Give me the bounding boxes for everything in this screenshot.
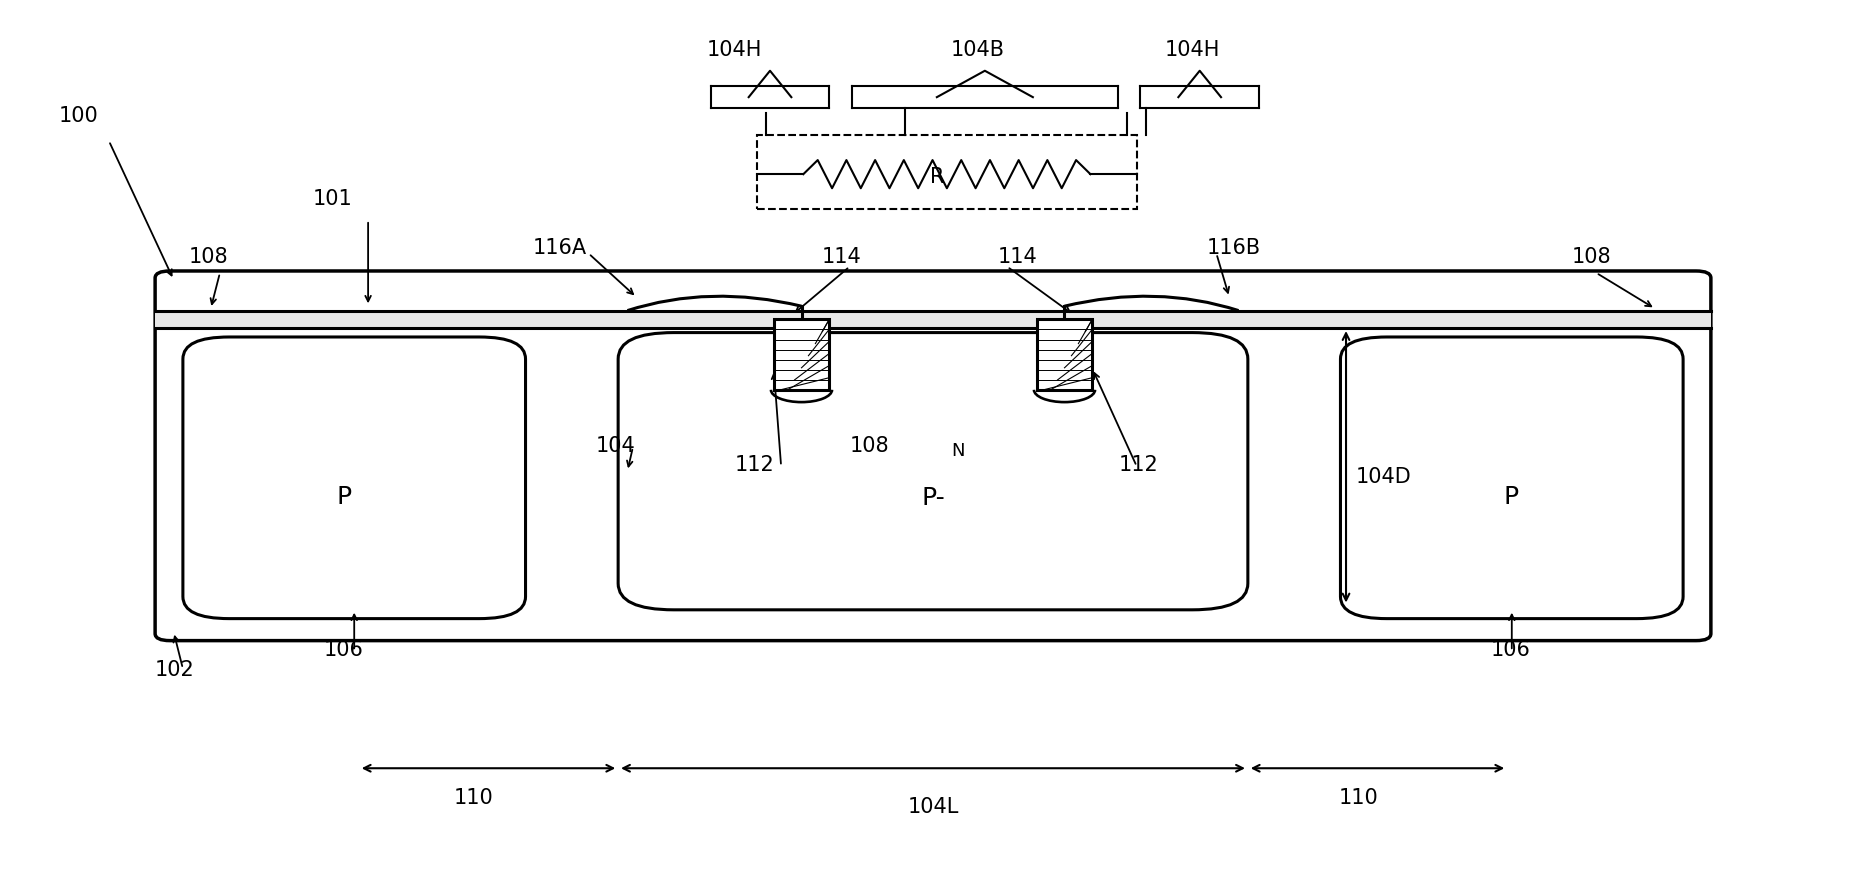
Text: 114: 114 bbox=[821, 247, 862, 266]
Text: R: R bbox=[929, 167, 944, 188]
Text: 108: 108 bbox=[1571, 247, 1612, 266]
Text: 104D: 104D bbox=[1355, 467, 1411, 486]
Text: 104H: 104H bbox=[707, 39, 763, 60]
Text: 106: 106 bbox=[325, 640, 364, 660]
Text: 104B: 104B bbox=[950, 39, 1004, 60]
Text: 110: 110 bbox=[453, 788, 493, 808]
Text: 116B: 116B bbox=[1207, 238, 1261, 257]
Bar bbox=[758, 135, 1136, 209]
Text: 102: 102 bbox=[155, 661, 194, 680]
Text: 108: 108 bbox=[849, 435, 890, 456]
Text: 108: 108 bbox=[188, 247, 228, 266]
Text: 112: 112 bbox=[1118, 455, 1159, 476]
Text: 101: 101 bbox=[312, 190, 353, 209]
Text: N: N bbox=[952, 442, 965, 460]
Bar bbox=[1037, 319, 1092, 390]
Bar bbox=[774, 319, 829, 390]
Bar bbox=[155, 310, 1711, 328]
Text: 104H: 104H bbox=[1164, 39, 1220, 60]
Text: P: P bbox=[1504, 485, 1519, 509]
Text: 104L: 104L bbox=[907, 797, 959, 816]
Text: 100: 100 bbox=[60, 105, 99, 126]
Text: 116A: 116A bbox=[534, 238, 588, 257]
Text: 112: 112 bbox=[735, 455, 774, 476]
Text: 106: 106 bbox=[1491, 640, 1530, 660]
Text: 110: 110 bbox=[1340, 788, 1379, 808]
Text: 114: 114 bbox=[998, 247, 1037, 266]
FancyBboxPatch shape bbox=[155, 271, 1711, 641]
Text: 104: 104 bbox=[595, 435, 636, 456]
Text: P-: P- bbox=[922, 486, 944, 510]
Text: P: P bbox=[336, 485, 351, 509]
